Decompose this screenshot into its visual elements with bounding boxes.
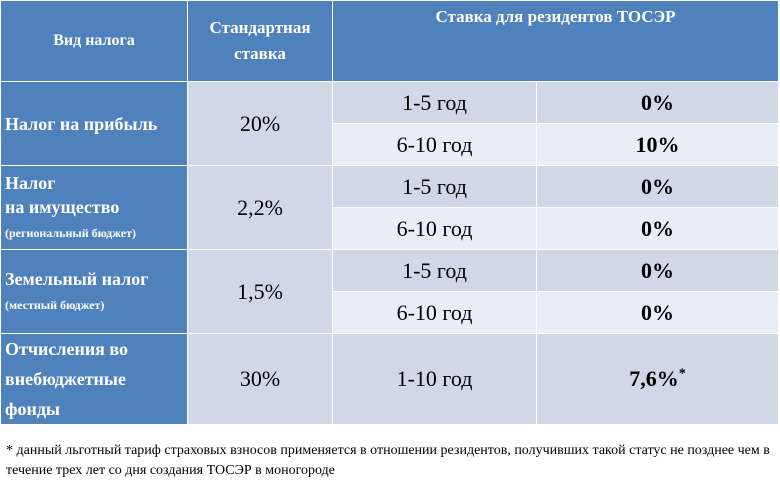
table-row: 6-10 год 0% xyxy=(1,291,780,334)
resident-rate: 7,6%* xyxy=(535,333,780,425)
table-row: 6-10 год 10% xyxy=(1,123,780,166)
header-row: Вид налога Стандартная ставка Ставка для… xyxy=(0,0,780,82)
period: 1-5 год xyxy=(332,165,537,208)
header-standard-rate: Стандартная ставка xyxy=(187,0,333,82)
tax-note: (региональный бюджет) xyxy=(5,225,136,240)
tax-name: Налог на имущество (региональный бюджет) xyxy=(0,165,188,250)
tax-name: Отчисления во внебюджетные фонды xyxy=(0,333,188,425)
tax-name: Земельный налог (местный бюджет) xyxy=(0,249,188,334)
table-row: Налог на прибыль 20% 1-5 год 0% xyxy=(0,81,780,166)
footnote-mark: * xyxy=(678,366,686,382)
standard-rate: 30% xyxy=(187,333,333,425)
resident-rate: 10% xyxy=(535,123,780,166)
standard-rate: 2,2% xyxy=(187,165,333,250)
period: 1-5 год xyxy=(332,81,537,124)
table-row: Налог на имущество (региональный бюджет)… xyxy=(0,165,780,250)
standard-rate: 1,5% xyxy=(187,249,333,334)
standard-rate: 20% xyxy=(187,81,333,166)
period: 6-10 год xyxy=(332,207,537,250)
tax-name: Налог на прибыль xyxy=(0,81,188,166)
tax-note: (местный бюджет) xyxy=(5,297,105,312)
resident-rate: 0% xyxy=(535,207,780,250)
resident-rate: 0% xyxy=(535,249,780,292)
resident-rate: 0% xyxy=(535,165,780,208)
resident-rate: 0% xyxy=(535,291,780,334)
period: 1-10 год xyxy=(332,333,537,425)
header-resident-rate: Ставка для резидентов ТОСЭР xyxy=(331,0,780,82)
footnote: * данный льготный тариф страховых взносо… xyxy=(6,443,770,478)
table-row: Земельный налог (местный бюджет) 1,5% 1-… xyxy=(0,249,780,334)
resident-rate: 0% xyxy=(535,81,780,124)
header-tax-type: Вид налога xyxy=(0,0,188,82)
period: 1-5 год xyxy=(332,249,537,292)
table-row: Отчисления во внебюджетные фонды 30% 1-1… xyxy=(0,333,780,425)
period: 6-10 год xyxy=(332,291,537,334)
tax-rates-table: Вид налога Стандартная ставка Ставка для… xyxy=(0,0,780,425)
period: 6-10 год xyxy=(332,123,537,166)
